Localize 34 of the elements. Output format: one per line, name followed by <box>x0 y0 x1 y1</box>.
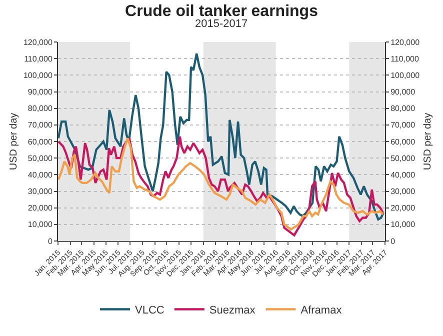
legend-label: Aframax <box>300 304 342 317</box>
y2-axis-title: USD per day <box>422 112 434 170</box>
y2-tick-label: 70,000 <box>390 120 416 130</box>
y-tick-label: 0 <box>48 236 53 246</box>
y2-tick-label: 30,000 <box>390 187 416 196</box>
y-tick-label: 120,000 <box>23 38 53 47</box>
y2-tick-label: 0 <box>390 236 396 246</box>
y2-tick-label: 110,000 <box>390 54 420 64</box>
legend-label: VLCC <box>135 304 164 317</box>
y-tick-label: 70,000 <box>28 120 53 130</box>
y-axis-title: USD per day <box>8 112 20 170</box>
chart-title: Crude oil tanker earnings <box>125 3 318 20</box>
chart-subtitle: 2015-2017 <box>195 18 248 30</box>
y2-tick-label: 100,000 <box>390 70 420 80</box>
y2-tick-label: 60,000 <box>390 137 416 146</box>
y2-tick-label: 120,000 <box>390 38 420 47</box>
y-tick-label: 90,000 <box>28 88 53 97</box>
y-tick-label: 80,000 <box>28 104 53 114</box>
y-tick-label: 50,000 <box>28 154 53 163</box>
y2-tick-label: 20,000 <box>390 204 416 213</box>
line-series <box>58 52 385 221</box>
legend-label: Suezmax <box>209 304 256 317</box>
y2-tick-label: 10,000 <box>390 220 416 230</box>
y-tick-label: 30,000 <box>28 187 53 196</box>
y-tick-label: 20,000 <box>28 204 53 213</box>
y-tick-label: 100,000 <box>23 70 53 80</box>
y2-tick-label: 50,000 <box>390 154 416 163</box>
y-tick-label: 60,000 <box>28 137 53 146</box>
y2-tick-label: 80,000 <box>390 104 416 114</box>
y-tick-label: 40,000 <box>28 170 53 180</box>
y-tick-label: 110,000 <box>24 54 53 64</box>
y2-tick-label: 40,000 <box>390 170 416 180</box>
y2-tick-label: 90,000 <box>390 88 416 97</box>
y-tick-label: 10,000 <box>28 220 53 230</box>
